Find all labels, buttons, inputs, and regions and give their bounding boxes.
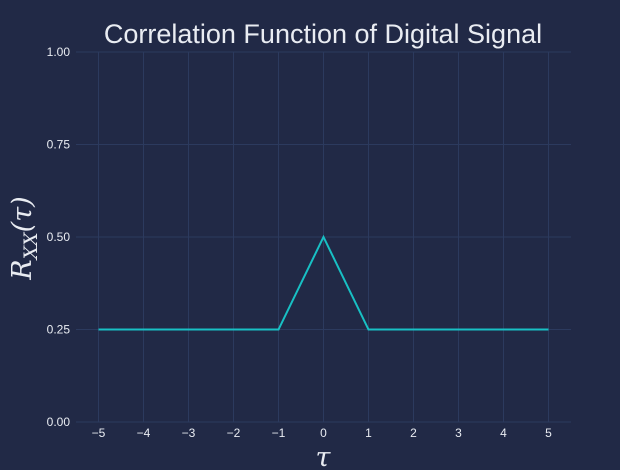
- y-axis-label-argument: (τ): [7, 196, 38, 232]
- x-tick-label-10: 5: [545, 426, 552, 440]
- y-axis-label-base: R: [7, 259, 38, 280]
- chart-title: Correlation Function of Digital Signal: [104, 19, 542, 49]
- y-tick-label-4: 1.00: [47, 45, 71, 59]
- x-tick-label-8: 3: [455, 426, 462, 440]
- x-tick-label-9: 4: [500, 426, 507, 440]
- x-axis-label: τ: [316, 442, 332, 470]
- x-tick-label-2: −3: [182, 426, 196, 440]
- x-tick-label-6: 1: [365, 426, 372, 440]
- y-tick-label-1: 0.25: [47, 323, 71, 337]
- y-tick-labels: 0.00 0.25 0.50 0.75 1.00: [47, 45, 71, 429]
- x-tick-labels: −5 −4 −3 −2 −1 0 1 2 3 4 5: [92, 426, 553, 440]
- x-tick-label-3: −2: [227, 426, 241, 440]
- y-tick-label-3: 0.75: [47, 138, 71, 152]
- x-tick-label-4: −1: [272, 426, 286, 440]
- x-tick-label-7: 2: [410, 426, 417, 440]
- x-tick-label-5: 0: [320, 426, 327, 440]
- series-line-0: [98, 234, 549, 331]
- x-tick-label-1: −4: [137, 426, 151, 440]
- y-axis-label: RXX(τ): [7, 196, 42, 280]
- y-tick-label-0: 0.00: [47, 415, 71, 429]
- y-tick-label-2: 0.50: [47, 230, 71, 244]
- x-tick-label-0: −5: [92, 426, 106, 440]
- y-axis-label-subscript: XX: [20, 231, 42, 262]
- series-layer: [98, 234, 549, 331]
